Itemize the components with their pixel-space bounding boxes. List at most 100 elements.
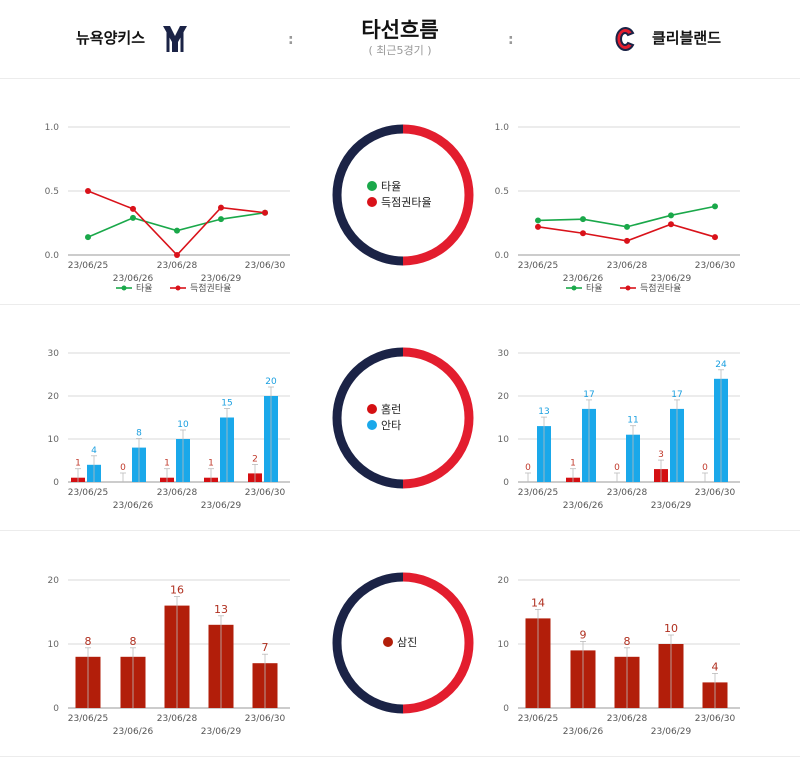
y-tick-label: 30	[48, 349, 60, 359]
data-label: 0	[702, 463, 708, 473]
data-label: 16	[170, 584, 184, 597]
y-tick-label: 0.0	[45, 251, 60, 261]
data-point	[85, 188, 91, 194]
x-tick-label: 23/06/25	[518, 261, 558, 271]
legend-label: 홈런	[381, 402, 401, 416]
x-tick-label: 23/06/29	[651, 727, 692, 737]
page-subtitle: ( 최근5경기 )	[368, 44, 432, 57]
x-tick-label: 23/06/25	[68, 261, 108, 271]
y-tick-label: 10	[48, 435, 60, 445]
x-tick-label: 23/06/30	[245, 488, 286, 498]
guardians-logo-icon	[615, 27, 635, 51]
data-label: 7	[262, 641, 269, 654]
team-name-left: 뉴욕양키스	[76, 29, 146, 47]
data-label: 8	[624, 635, 631, 648]
x-tick-label: 23/06/25	[518, 714, 558, 724]
ring-right-half	[402, 572, 474, 714]
ring-right-half	[402, 347, 474, 489]
legend-swatch	[121, 285, 127, 291]
data-label: 14	[531, 596, 545, 609]
x-tick-label: 23/06/25	[68, 488, 108, 498]
data-point	[535, 223, 541, 230]
x-tick-label: 23/06/26	[113, 274, 154, 284]
data-label: 13	[214, 603, 228, 616]
ring-left-half	[332, 347, 404, 489]
data-point	[580, 230, 586, 237]
x-tick-label: 23/06/29	[651, 501, 692, 511]
divider	[0, 78, 800, 79]
legend-swatch	[571, 285, 577, 291]
data-point	[174, 252, 180, 258]
data-label: 9	[580, 628, 587, 641]
yankees-logo-icon	[163, 26, 187, 52]
separator-right: :	[508, 32, 514, 48]
data-label: 1	[164, 459, 170, 469]
data-point	[624, 223, 630, 230]
divider	[0, 530, 800, 531]
data-label: 24	[715, 360, 727, 370]
x-tick-label: 23/06/30	[695, 488, 736, 498]
y-tick-label: 10	[498, 640, 510, 650]
data-label: 3	[658, 450, 664, 460]
y-tick-label: 30	[498, 349, 510, 359]
y-tick-label: 0	[53, 478, 59, 488]
data-point	[262, 209, 268, 216]
data-label: 17	[671, 390, 682, 400]
x-tick-label: 23/06/25	[518, 488, 558, 498]
x-tick-label: 23/06/29	[651, 274, 692, 284]
data-label: 11	[627, 416, 638, 426]
data-point	[668, 212, 674, 219]
y-tick-label: 0.5	[495, 187, 509, 197]
data-label: 0	[614, 463, 620, 473]
page-title: 타선흐름	[361, 18, 439, 42]
x-tick-label: 23/06/28	[607, 261, 648, 271]
x-tick-label: 23/06/30	[245, 261, 286, 271]
x-tick-label: 23/06/28	[607, 488, 648, 498]
data-point	[218, 216, 224, 223]
separator-left: :	[288, 32, 294, 48]
y-tick-label: 20	[48, 392, 60, 402]
data-label: 2	[252, 454, 258, 464]
data-label: 17	[583, 390, 594, 400]
data-label: 0	[525, 463, 531, 473]
y-tick-label: 0	[503, 704, 509, 714]
data-point	[624, 237, 630, 244]
x-tick-label: 23/06/28	[157, 714, 198, 724]
data-label: 15	[221, 399, 232, 409]
legend-dot	[367, 181, 377, 191]
x-tick-label: 23/06/26	[563, 501, 604, 511]
data-label: 10	[664, 622, 678, 635]
data-label: 8	[85, 635, 92, 648]
y-tick-label: 20	[498, 392, 510, 402]
data-point	[668, 221, 674, 228]
ring-left-half	[332, 124, 404, 266]
legend-swatch	[175, 285, 181, 291]
team-name-right: 클리블랜드	[652, 29, 722, 47]
divider	[0, 756, 800, 757]
x-tick-label: 23/06/26	[563, 274, 604, 284]
divider	[0, 304, 800, 305]
data-point	[130, 214, 136, 221]
series-line	[537, 205, 716, 228]
legend-label: 삼진	[397, 636, 417, 649]
legend-label: 타율	[586, 283, 603, 294]
y-tick-label: 0.5	[45, 187, 59, 197]
x-tick-label: 23/06/29	[201, 274, 242, 284]
legend-label: 득점권타율	[640, 282, 681, 294]
data-point	[174, 227, 180, 234]
y-tick-label: 0.0	[495, 251, 510, 261]
y-tick-label: 1.0	[45, 123, 60, 133]
series-line	[87, 190, 266, 257]
y-tick-label: 0	[503, 478, 509, 488]
data-label: 8	[130, 635, 137, 648]
legend-dot	[367, 197, 377, 207]
data-point	[218, 204, 224, 211]
y-tick-label: 10	[498, 435, 510, 445]
data-point	[130, 205, 136, 212]
x-tick-label: 23/06/26	[113, 727, 154, 737]
y-tick-label: 10	[48, 640, 60, 650]
data-label: 20	[265, 377, 277, 387]
legend-label: 득점권타율	[190, 282, 231, 294]
data-label: 4	[91, 446, 97, 456]
